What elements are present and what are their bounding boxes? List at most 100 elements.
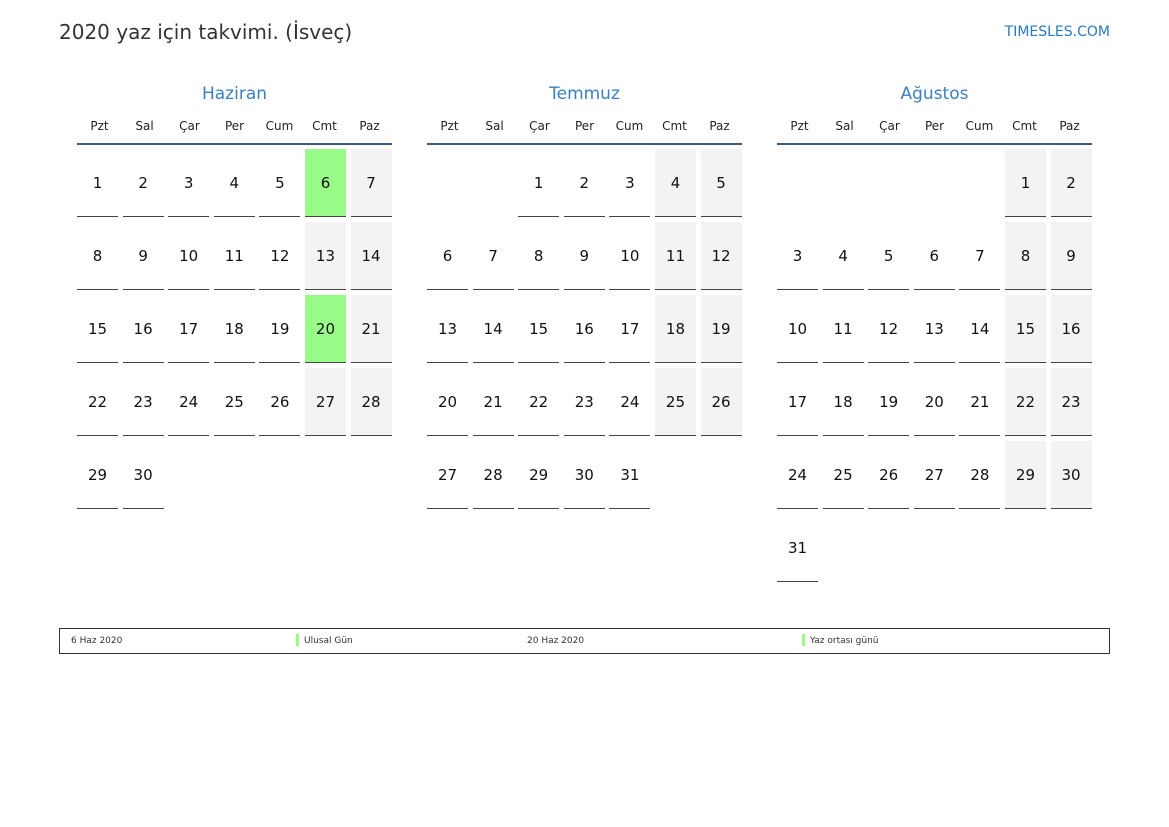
day-cell[interactable]: 10 — [609, 222, 651, 290]
day-cell[interactable]: 8 — [518, 222, 560, 290]
day-cell[interactable]: 5 — [700, 149, 742, 217]
day-cell[interactable]: 1 — [1004, 149, 1046, 217]
day-cell[interactable]: 4 — [213, 149, 255, 217]
day-cell[interactable]: 19 — [868, 368, 910, 436]
day-cell[interactable]: 9 — [563, 222, 605, 290]
day-cell[interactable]: 6 — [304, 149, 346, 217]
day-cell[interactable]: 27 — [913, 441, 955, 509]
day-cell[interactable]: 26 — [259, 368, 301, 436]
day-cell[interactable]: 21 — [350, 295, 392, 363]
day-cell[interactable]: 20 — [913, 368, 955, 436]
day-cell[interactable]: 29 — [77, 441, 118, 509]
day-cell[interactable]: 24 — [777, 441, 818, 509]
day-cell[interactable]: 22 — [518, 368, 560, 436]
day-cell[interactable]: 25 — [213, 368, 255, 436]
day-cell[interactable]: 13 — [304, 222, 346, 290]
day-cell[interactable]: 29 — [1004, 441, 1046, 509]
legend-date: 20 Haz 2020 — [527, 636, 585, 646]
day-cell[interactable]: 23 — [1050, 368, 1092, 436]
day-cell[interactable]: 20 — [427, 368, 468, 436]
day-cell[interactable]: 7 — [472, 222, 514, 290]
day-cell[interactable]: 26 — [868, 441, 910, 509]
day-cell[interactable]: 18 — [654, 295, 696, 363]
day-cell[interactable]: 31 — [777, 514, 818, 582]
day-cell[interactable]: 11 — [822, 295, 864, 363]
day-cell[interactable]: 2 — [563, 149, 605, 217]
weekday-label: Per — [924, 118, 945, 133]
day-cell[interactable]: 15 — [77, 295, 118, 363]
day-cell[interactable]: 22 — [77, 368, 118, 436]
day-cell[interactable]: 12 — [259, 222, 301, 290]
day-cell[interactable]: 30 — [563, 441, 605, 509]
day-cell[interactable]: 8 — [77, 222, 118, 290]
day-cell[interactable]: 21 — [959, 368, 1001, 436]
day-cell[interactable]: 17 — [168, 295, 210, 363]
day-cell[interactable]: 17 — [609, 295, 651, 363]
day-cell[interactable]: 19 — [259, 295, 301, 363]
day-cell[interactable]: 12 — [868, 295, 910, 363]
day-cell[interactable]: 24 — [609, 368, 651, 436]
day-cell[interactable]: 16 — [1050, 295, 1092, 363]
day-cell[interactable]: 6 — [913, 222, 955, 290]
legend-holiday: Ulusal Gün — [304, 636, 353, 646]
day-cell[interactable]: 27 — [304, 368, 346, 436]
day-cell[interactable]: 5 — [868, 222, 910, 290]
day-cell[interactable]: 6 — [427, 222, 468, 290]
day-cell[interactable]: 1 — [77, 149, 118, 217]
day-cell[interactable]: 3 — [777, 222, 818, 290]
day-cell[interactable]: 11 — [213, 222, 255, 290]
day-cell[interactable]: 4 — [822, 222, 864, 290]
day-cell[interactable]: 15 — [1004, 295, 1046, 363]
day-cell[interactable]: 30 — [122, 441, 164, 509]
day-cell[interactable]: 14 — [472, 295, 514, 363]
day-cell[interactable]: 5 — [259, 149, 301, 217]
day-cell[interactable]: 14 — [350, 222, 392, 290]
day-cell[interactable]: 16 — [563, 295, 605, 363]
day-cell[interactable]: 19 — [700, 295, 742, 363]
day-cell[interactable]: 24 — [168, 368, 210, 436]
day-cell[interactable]: 12 — [700, 222, 742, 290]
day-cell[interactable]: 14 — [959, 295, 1001, 363]
day-cell[interactable]: 2 — [1050, 149, 1092, 217]
day-cell[interactable]: 10 — [168, 222, 210, 290]
day-cell[interactable]: 25 — [822, 441, 864, 509]
day-cell[interactable]: 17 — [777, 368, 818, 436]
day-cell[interactable]: 3 — [609, 149, 651, 217]
brand-link[interactable]: TIMESLES.COM — [1004, 24, 1110, 40]
day-cell[interactable]: 8 — [1004, 222, 1046, 290]
day-cell[interactable]: 2 — [122, 149, 164, 217]
day-cell[interactable]: 28 — [959, 441, 1001, 509]
day-cell[interactable]: 28 — [472, 441, 514, 509]
day-cell[interactable]: 10 — [777, 295, 818, 363]
weekday-label: Sal — [835, 118, 854, 133]
day-cell[interactable]: 15 — [518, 295, 560, 363]
day-cell[interactable]: 26 — [700, 368, 742, 436]
day-cell[interactable]: 13 — [427, 295, 468, 363]
day-cell[interactable]: 7 — [350, 149, 392, 217]
day-cell[interactable]: 16 — [122, 295, 164, 363]
day-cell[interactable]: 20 — [304, 295, 346, 363]
day-cell[interactable]: 29 — [518, 441, 560, 509]
day-cell[interactable]: 30 — [1050, 441, 1092, 509]
empty-cell — [959, 149, 1000, 216]
day-cell[interactable]: 23 — [122, 368, 164, 436]
day-cell[interactable]: 7 — [959, 222, 1001, 290]
day-cell[interactable]: 21 — [472, 368, 514, 436]
day-cell[interactable]: 13 — [913, 295, 955, 363]
day-cell[interactable]: 3 — [168, 149, 210, 217]
day-cell[interactable]: 25 — [654, 368, 696, 436]
day-cell[interactable]: 4 — [654, 149, 696, 217]
day-cell[interactable]: 9 — [122, 222, 164, 290]
day-cell[interactable]: 18 — [213, 295, 255, 363]
day-cell[interactable]: 28 — [350, 368, 392, 436]
day-cell[interactable]: 23 — [563, 368, 605, 436]
month-0: Haziran Pzt Sal Çar Per Cum Cmt Paz 1 2 3 4 5 6 7 8 9 10 1… — [77, 84, 392, 509]
day-cell[interactable]: 9 — [1050, 222, 1092, 290]
day-cell[interactable]: 18 — [822, 368, 864, 436]
day-cell[interactable]: 22 — [1004, 368, 1046, 436]
weekday-header: Pzt Sal Çar Per Cum Cmt Paz — [427, 108, 742, 145]
day-cell[interactable]: 1 — [518, 149, 560, 217]
day-cell[interactable]: 11 — [654, 222, 696, 290]
day-cell[interactable]: 31 — [609, 441, 651, 509]
day-cell[interactable]: 27 — [427, 441, 468, 509]
